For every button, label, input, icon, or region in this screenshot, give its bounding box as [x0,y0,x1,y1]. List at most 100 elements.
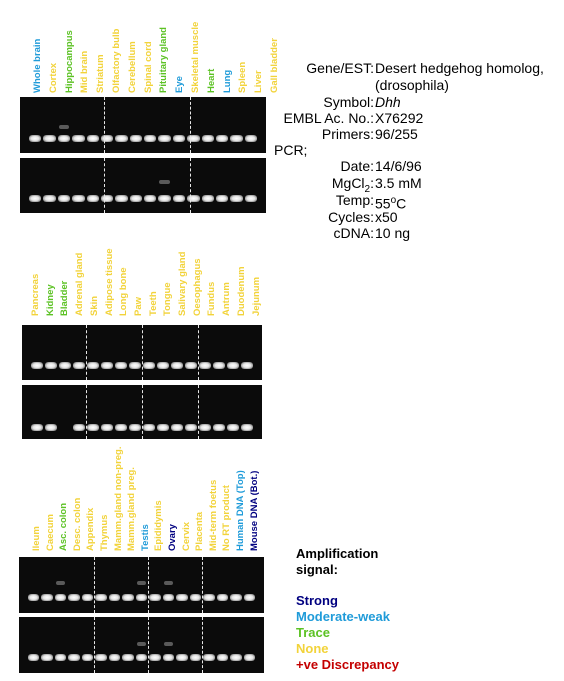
gel-band [29,135,42,142]
gel-band [108,654,121,661]
legend-strong: Strong [296,593,338,608]
gel-band [187,135,200,142]
temp-key: Temp: [335,192,374,208]
gel-band [227,362,239,369]
gel-panel-1-bottom [20,158,266,213]
lane-label: Teeth [147,291,159,316]
lane-label: Placenta [194,511,206,551]
gel-band [100,135,114,142]
gel-band [135,594,148,601]
gel-band [143,362,155,369]
lane-label: Skin [88,295,100,316]
gel-band [57,135,71,142]
lane-label: Bladder [59,280,71,316]
gel-band [230,135,243,142]
gel-panel-2-bottom [22,385,262,439]
temp-value-unit: C [396,195,407,212]
gel-faint-band [136,581,147,585]
lane-label: Appendix [85,507,97,551]
gel-band [29,195,42,202]
lane-label: Ileum [31,526,42,551]
gel-band [72,195,85,202]
gel-band [244,135,257,142]
gel-band [95,654,107,661]
lane-label: Fundus [206,281,218,316]
gel-band [100,195,114,202]
gel-band [81,654,94,661]
gel-band [41,594,53,601]
symbol-key: Symbol: [323,94,374,110]
gel-divider [198,325,199,380]
gene-value-line2: (drosophila) [375,77,449,93]
gel-divider [94,617,96,673]
gel-band [162,594,175,601]
gel-band [215,135,229,142]
mgcl-value: 3.5 mM [375,175,422,191]
gel-faint-band [163,642,174,646]
legend-none: None [296,641,329,656]
gel-band [149,654,161,661]
gel-band [213,424,225,431]
date-value: 14/6/96 [375,158,422,174]
gel-band [187,195,200,202]
lane-label: Mouse DNA (Bot.) [248,470,260,551]
gene-key: Gene/EST: [306,60,374,76]
lane-label: Testis [139,524,151,551]
gel-faint-band [159,180,170,184]
gel-band [149,594,161,601]
gel-band [86,135,99,142]
gel-band [158,135,171,142]
gel-band [216,594,229,601]
legend-moderate: Moderate-weak [296,609,390,624]
mgcl-key-end: : [370,175,374,191]
gel-divider [86,325,87,380]
gel-band [162,654,175,661]
gel-divider [148,557,150,613]
gel-band [172,195,186,202]
date-key: Date: [340,158,374,174]
lane-label: Epididymis [153,500,165,551]
gel-panel-3-top [19,557,264,613]
gel-band [95,594,107,601]
temp-value-num: 55 [375,195,391,212]
lane-label: Salivary gland [177,251,188,316]
gel-band [172,135,186,142]
gel-band [176,594,188,601]
lane-label: Ovary [167,524,178,551]
gel-band [54,654,67,661]
gel-band [43,135,56,142]
gel-band [129,424,141,431]
gel-band [241,424,253,431]
legend-title-line1: Amplification [296,546,379,561]
gel-band [203,654,215,661]
gel-divider [202,617,204,673]
gel-divider [190,97,192,153]
lane-label: Mid-term foetus [207,479,219,551]
gel-band [43,195,56,202]
gel-divider [104,158,106,213]
temp-value-sup: o [390,195,397,206]
gel-band [68,654,80,661]
mgcl-key: MgCl2: [332,175,374,198]
gel-band [243,594,255,601]
gel-band [189,594,202,601]
gel-band [31,362,43,369]
gene-value-line1: Desert hedgehog homolog, [375,60,544,76]
gel-divider [142,325,143,380]
gel-band [241,362,253,369]
gel-band [185,362,197,369]
gel-divider [148,617,150,673]
lane-label: Paw [132,296,144,316]
lane-label: Duodenum [235,266,247,316]
gel-band [28,594,40,601]
gel-band [87,362,99,369]
mgcl-key-main: MgCl [331,175,365,191]
gel-band [135,654,148,661]
gel-band [213,362,225,369]
gel-band [143,424,155,431]
gel-band [68,594,80,601]
gel-band [28,654,40,661]
gel-band [244,195,257,202]
gel-divider [202,557,204,613]
lane-label: Caecum [44,514,56,551]
